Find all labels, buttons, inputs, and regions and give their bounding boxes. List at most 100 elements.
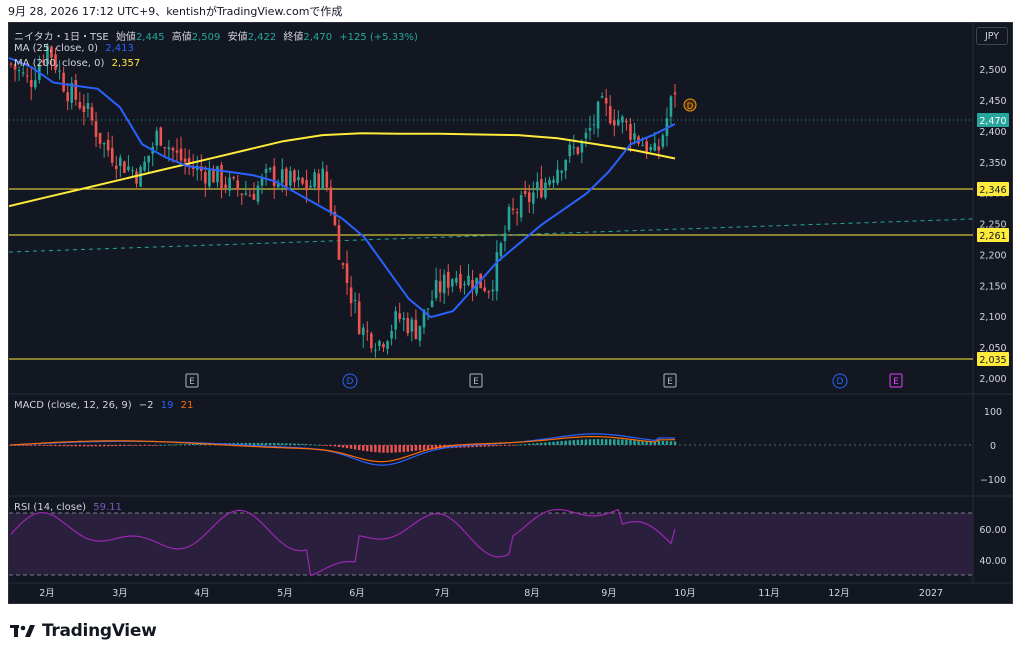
macd-bar bbox=[669, 441, 673, 445]
rsi-legend[interactable]: RSI (14, close) 59.11 bbox=[14, 502, 122, 513]
event-marker-dividend-1[interactable]: D bbox=[342, 373, 358, 389]
event-marker-earnings-2[interactable]: E bbox=[469, 373, 483, 388]
macd-bar bbox=[62, 445, 65, 447]
candle-body bbox=[293, 170, 296, 183]
candle-body bbox=[50, 46, 53, 58]
rsi-line[interactable] bbox=[10, 508, 676, 577]
macd-bar bbox=[94, 445, 98, 447]
ma200-value: 2,357 bbox=[111, 58, 141, 69]
trendline[interactable] bbox=[8, 218, 974, 253]
macd-bar bbox=[171, 444, 175, 446]
macd-bar bbox=[528, 443, 531, 445]
ma25-line[interactable] bbox=[8, 56, 676, 319]
candle-body bbox=[208, 169, 211, 187]
candle-body bbox=[625, 120, 628, 123]
macd-bar bbox=[362, 445, 365, 451]
svg-text:E: E bbox=[473, 377, 479, 387]
dividend-marker-top[interactable]: D bbox=[683, 98, 697, 112]
macd-bar bbox=[163, 444, 167, 446]
candle-body bbox=[167, 147, 171, 150]
candle-body bbox=[42, 60, 45, 63]
candles-group bbox=[9, 43, 677, 358]
candle-body bbox=[592, 124, 596, 126]
brand-name: TradingView bbox=[42, 621, 157, 641]
macd-bar bbox=[507, 445, 511, 446]
candle-body bbox=[29, 79, 33, 87]
currency-button[interactable]: JPY bbox=[976, 27, 1008, 45]
chart-canvas[interactable]: E D E E D E D 2,5502,5002,4502,4002,3502… bbox=[8, 23, 1012, 603]
candle-body bbox=[382, 344, 385, 348]
price-tag-2346: 2,346 bbox=[977, 182, 1009, 196]
candle-body bbox=[426, 308, 430, 310]
candle-body bbox=[62, 72, 65, 92]
candle-body bbox=[248, 195, 252, 197]
signal-line[interactable] bbox=[10, 436, 676, 463]
candle-body bbox=[228, 177, 231, 191]
candle-body bbox=[600, 96, 604, 98]
macd-legend[interactable]: MACD (close, 12, 26, 9) −2 19 21 bbox=[14, 400, 193, 411]
candle-body bbox=[580, 141, 584, 153]
macd-bar bbox=[66, 445, 69, 447]
candle-body bbox=[544, 182, 547, 198]
candle-body bbox=[260, 176, 264, 186]
candle-body bbox=[333, 211, 337, 226]
svg-text:E: E bbox=[189, 377, 195, 387]
price-axis-label: 2,100 bbox=[979, 312, 1006, 323]
macd-bar bbox=[625, 439, 628, 445]
ma25-legend[interactable]: MA (25, close, 0) 2,413 bbox=[14, 43, 134, 54]
candle-body bbox=[114, 165, 118, 170]
macd-bar bbox=[196, 443, 199, 445]
candle-body bbox=[394, 311, 397, 330]
tradingview-logo[interactable]: TradingView bbox=[10, 620, 157, 642]
macd-bar bbox=[544, 442, 547, 445]
macd-bar bbox=[131, 445, 134, 446]
symbol-legend[interactable]: ニイタカ・1日・TSE 始値2,445 高値2,509 安値2,422 終値2,… bbox=[14, 28, 418, 43]
time-axis[interactable]: 2月 3月 4月 5月 6月 7月 8月 9月 10月 11月 12月 2027 bbox=[39, 588, 943, 599]
macd-bar bbox=[357, 445, 361, 451]
macd-line-value: 19 bbox=[160, 400, 174, 411]
macd-bar bbox=[78, 445, 82, 447]
macd-bar bbox=[645, 441, 648, 445]
candle-body bbox=[127, 166, 130, 170]
price-axis[interactable]: 2,5502,5002,4502,4002,3502,3002,2502,200… bbox=[979, 34, 1006, 385]
macd-bar bbox=[70, 445, 73, 447]
macd-bar bbox=[580, 439, 584, 445]
macd-bar bbox=[483, 445, 486, 447]
event-marker-earnings-1[interactable]: E bbox=[185, 373, 199, 388]
macd-bar bbox=[102, 445, 106, 447]
macd-bar bbox=[548, 442, 551, 445]
candle-body bbox=[82, 105, 86, 113]
macd-bar bbox=[422, 445, 426, 450]
macd-bar bbox=[394, 445, 397, 453]
macd-bar bbox=[143, 445, 146, 446]
macd-bar bbox=[596, 439, 600, 445]
macd-bar bbox=[410, 445, 414, 452]
macd-bar bbox=[240, 442, 243, 445]
event-marker-earnings-3[interactable]: E bbox=[663, 373, 677, 388]
candle-body bbox=[54, 54, 57, 70]
macd-bar bbox=[378, 445, 381, 453]
macd-bar bbox=[115, 445, 118, 447]
price-axis-label: 2,450 bbox=[979, 96, 1006, 107]
candle-body bbox=[410, 319, 414, 332]
macd-bar bbox=[256, 442, 260, 445]
macd-bar bbox=[159, 444, 163, 446]
candle-body bbox=[280, 169, 284, 183]
event-marker-dividend-2[interactable]: D bbox=[832, 373, 848, 389]
ma200-line[interactable] bbox=[8, 132, 676, 208]
candle-body bbox=[572, 147, 576, 149]
ma200-legend[interactable]: MA (200, close, 0) 2,357 bbox=[14, 58, 140, 69]
price-tag-2261: 2,261 bbox=[977, 228, 1009, 242]
macd-bar bbox=[366, 445, 369, 452]
candle-body bbox=[629, 123, 632, 140]
macd-line[interactable] bbox=[10, 433, 675, 466]
svg-text:D: D bbox=[347, 377, 354, 387]
candle-body bbox=[442, 274, 446, 294]
candle-body bbox=[673, 92, 677, 95]
event-marker-earnings-4[interactable]: E bbox=[889, 373, 903, 388]
macd-bar bbox=[495, 445, 499, 447]
chart-panel[interactable]: E D E E D E D 2,5502,5002,4502,4002,3502… bbox=[8, 22, 1013, 604]
candle-body bbox=[33, 80, 37, 88]
macd-bar bbox=[260, 442, 264, 445]
svg-text:D: D bbox=[837, 377, 844, 387]
